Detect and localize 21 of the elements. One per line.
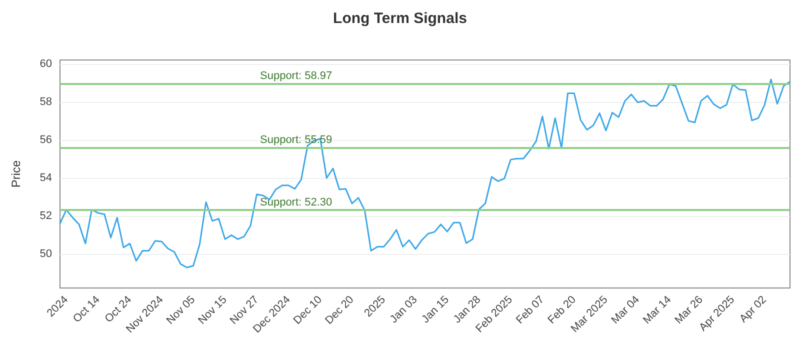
x-tick-label: Jan 03 — [388, 294, 420, 326]
x-tick-label: Jan 15 — [420, 294, 452, 326]
y-tick-label: 60 — [40, 58, 52, 70]
x-tick-label: Feb 07 — [514, 294, 547, 326]
y-tick-label: 52 — [40, 210, 52, 222]
y-tick-label: 50 — [40, 248, 52, 260]
y-axis-title: Price — [9, 160, 23, 188]
x-tick-label: Mar 14 — [640, 294, 674, 326]
x-tick-label: Nov 15 — [196, 294, 230, 327]
y-tick-label: 54 — [40, 172, 52, 184]
y-tick-label: 58 — [40, 96, 52, 108]
x-tick-label: Oct 14 — [70, 294, 102, 326]
ref-line-label: Support: 52.30 — [260, 196, 332, 209]
ref-line-label: Support: 58.97 — [260, 70, 332, 82]
x-tick-label: Apr 02 — [737, 294, 769, 326]
x-tick-label: Dec 10 — [291, 294, 325, 327]
y-tick-label: 56 — [40, 134, 52, 146]
x-tick-label: Dec 20 — [323, 294, 356, 327]
x-tick-label: Nov 05 — [164, 294, 198, 327]
chart-title: Long Term Signals — [333, 10, 467, 27]
x-tick-label: Mar 04 — [609, 294, 642, 326]
